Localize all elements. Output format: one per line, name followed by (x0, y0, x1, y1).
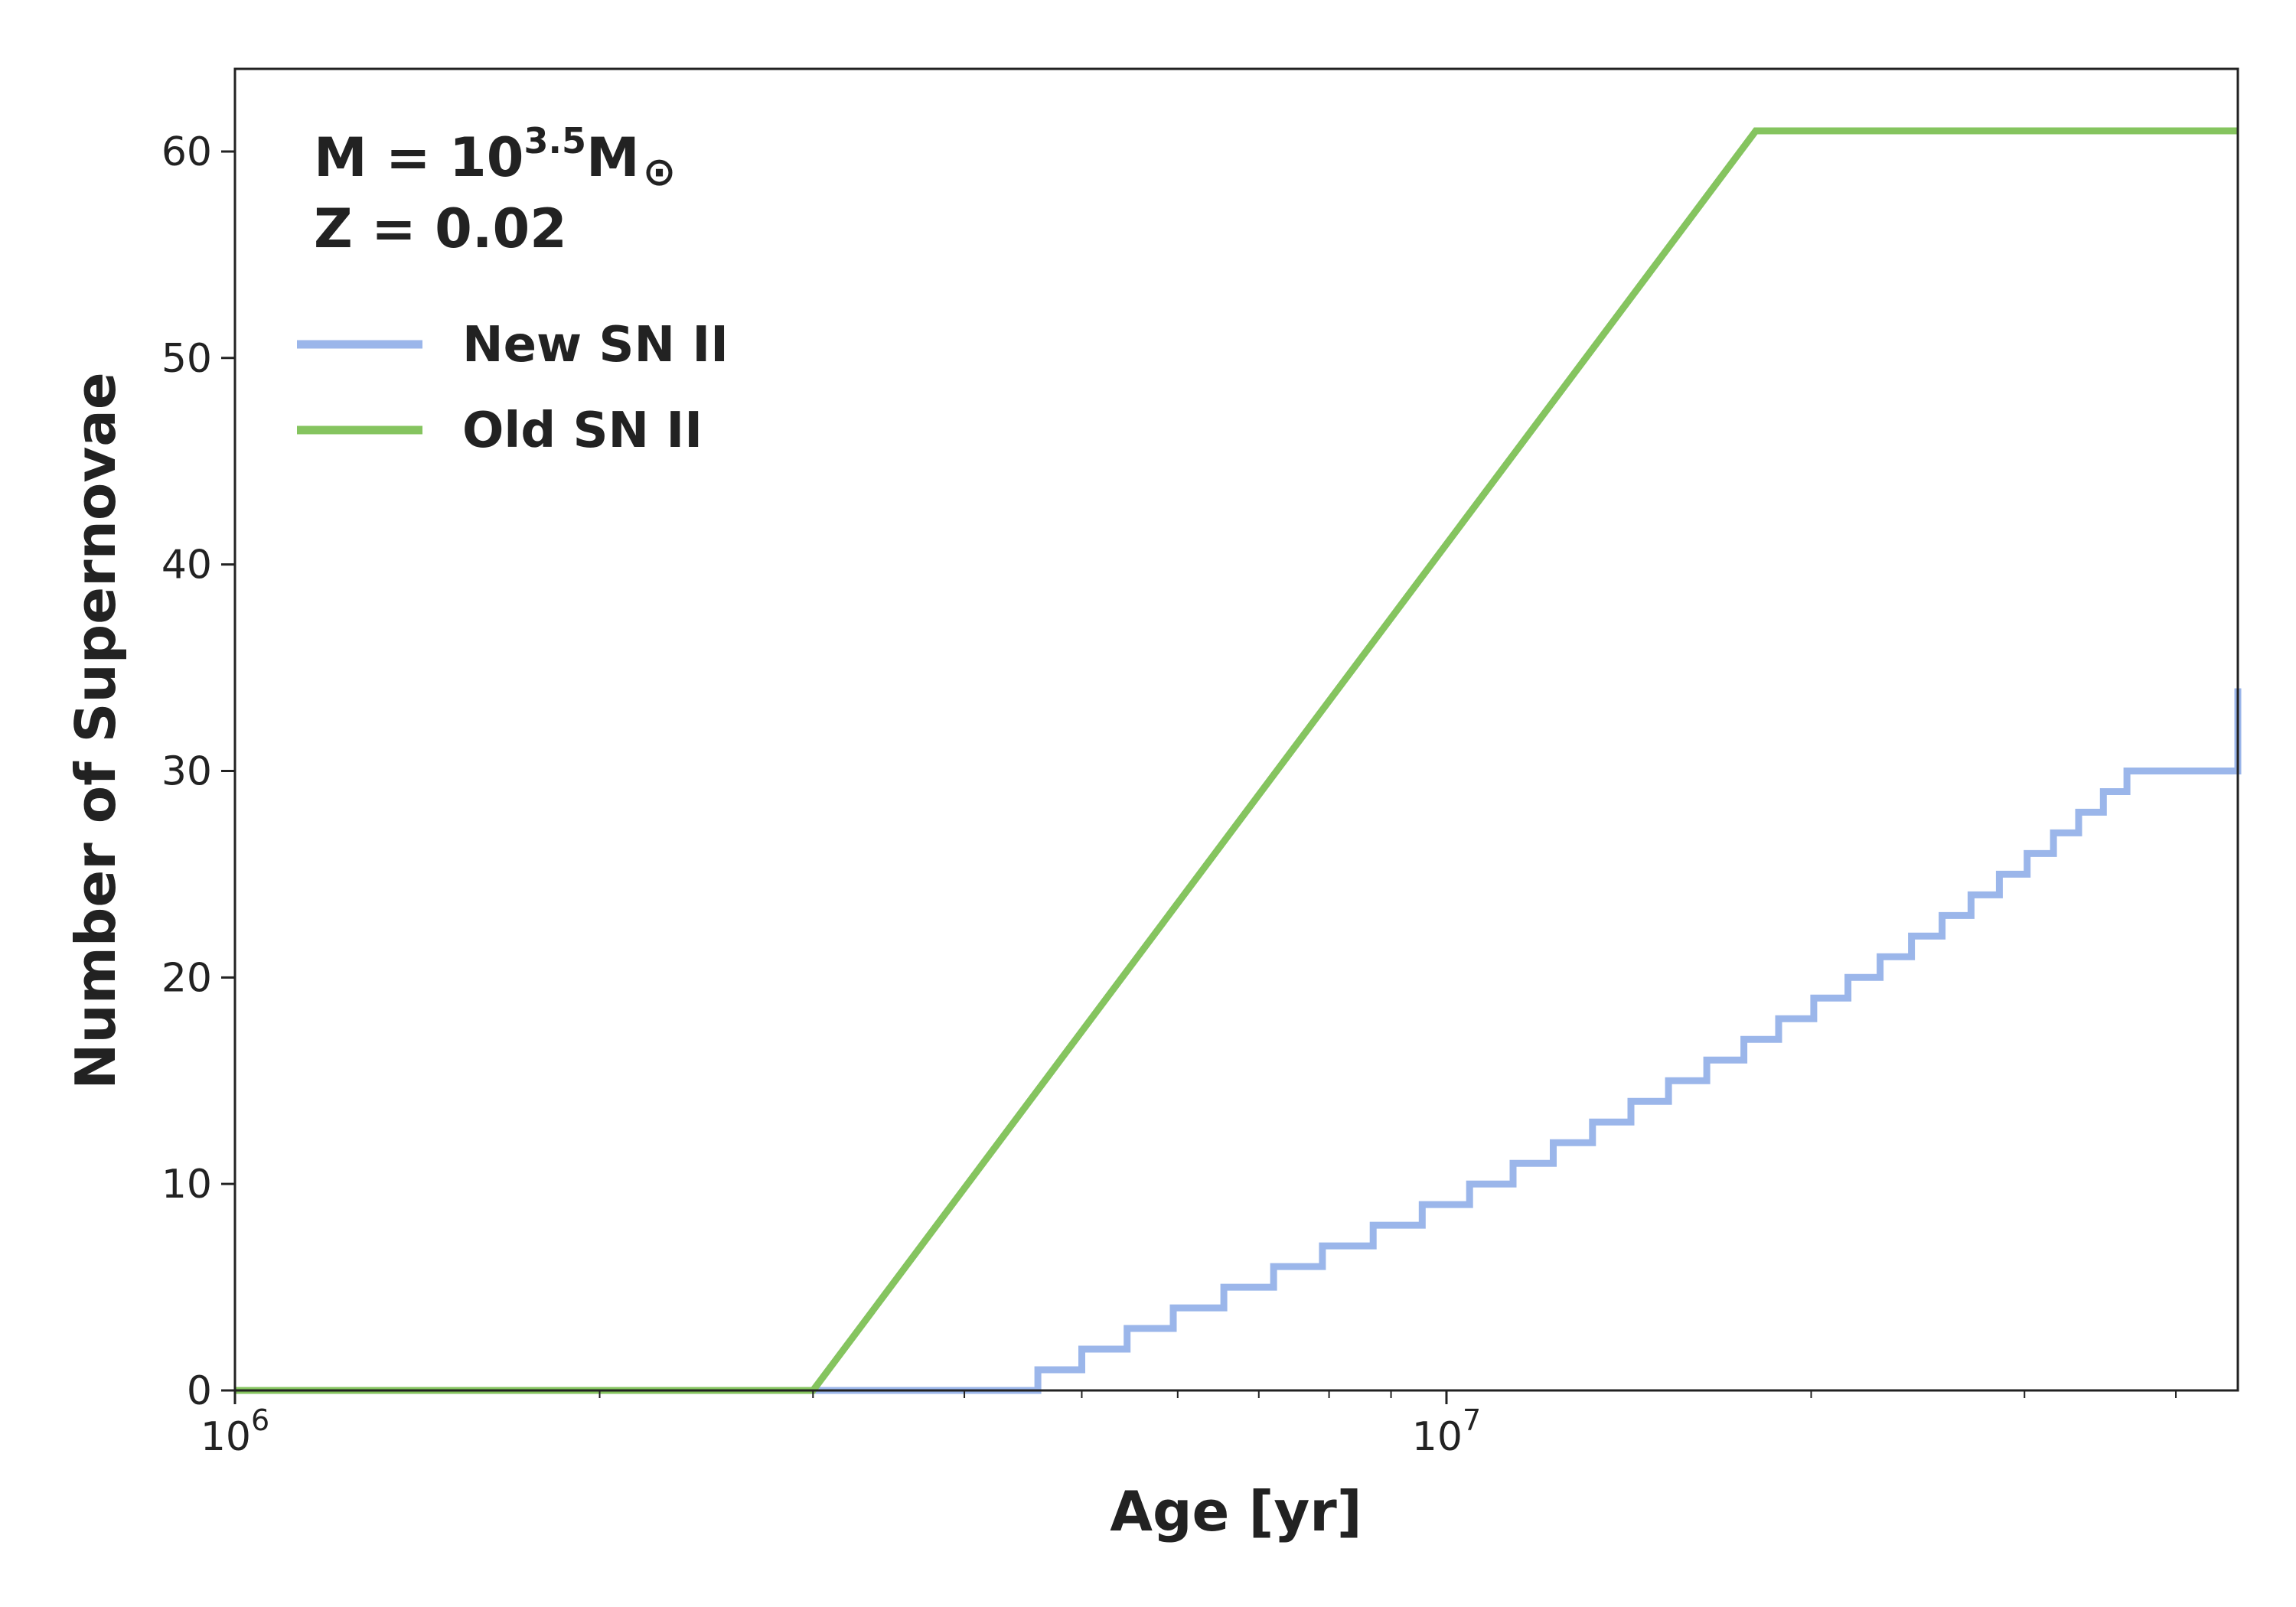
y-axis-ticks: 0 10 20 30 40 50 60 (161, 129, 235, 1414)
mass-prefix: M = 10 (314, 126, 523, 189)
y-tick-label: 60 (161, 129, 212, 175)
y-tick-label: 50 (161, 336, 212, 382)
y-tick-label: 30 (161, 748, 212, 794)
mass-unit: M (586, 126, 640, 189)
y-tick-label: 0 (187, 1368, 212, 1414)
x-axis-ticks: 106 107 (201, 1390, 1481, 1460)
sun-symbol-icon: ⊙ (643, 149, 677, 195)
x-tick-label: 106 (201, 1403, 269, 1460)
x-axis-label: Age [yr] (1110, 1479, 1362, 1543)
mass-annotation: M = 103.5M⊙ (314, 120, 676, 195)
x-tick-label: 107 (1412, 1403, 1481, 1460)
y-axis-label: Number of Supernovae (64, 372, 128, 1089)
series-line-new-sn-ii (235, 688, 2242, 1394)
y-tick-label: 20 (161, 955, 212, 1001)
metallicity-annotation: Z = 0.02 (314, 197, 567, 260)
annotation: M = 103.5M⊙ Z = 0.02 (314, 120, 676, 260)
legend-label-old-sn-ii: Old SN II (462, 403, 703, 459)
y-tick-label: 10 (161, 1162, 212, 1208)
mass-exponent: 3.5 (523, 120, 586, 161)
y-tick-label: 40 (161, 543, 212, 588)
legend: New SN II Old SN II (297, 317, 729, 459)
x-minor-ticks (598, 1390, 2177, 1398)
plot-frame (233, 67, 2239, 1392)
legend-label-new-sn-ii: New SN II (462, 317, 729, 373)
